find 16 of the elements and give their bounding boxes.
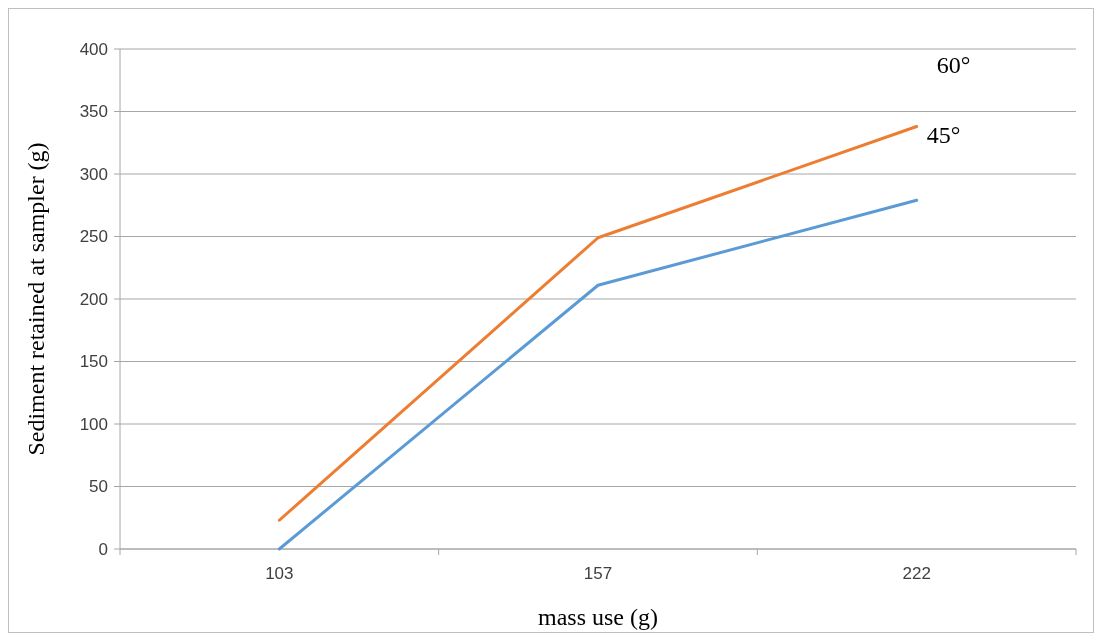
y-tick-label: 150 (79, 352, 108, 372)
x-tick-label: 157 (583, 564, 613, 583)
y-tick-label: 0 (98, 539, 108, 559)
y-tick-label: 250 (79, 227, 108, 247)
y-tick-label: 350 (79, 102, 108, 122)
y-tick-label: 100 (79, 414, 108, 434)
x-axis-title: mass use (g) (538, 604, 658, 630)
annotation: 60° (936, 52, 971, 78)
y-tick-label: 300 (79, 164, 108, 184)
y-tick-label: 200 (79, 289, 108, 309)
y-tick-label: 50 (89, 477, 108, 497)
x-tick-label: 222 (902, 564, 931, 583)
y-axis-title: Sediment retained at sampler (g) (23, 142, 49, 456)
x-tick-label: 103 (265, 564, 294, 583)
annotation: 45° (926, 122, 961, 148)
y-tick-label: 400 (79, 39, 108, 59)
